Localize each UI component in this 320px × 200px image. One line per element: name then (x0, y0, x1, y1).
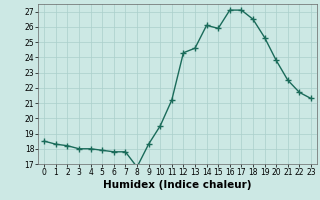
X-axis label: Humidex (Indice chaleur): Humidex (Indice chaleur) (103, 180, 252, 190)
